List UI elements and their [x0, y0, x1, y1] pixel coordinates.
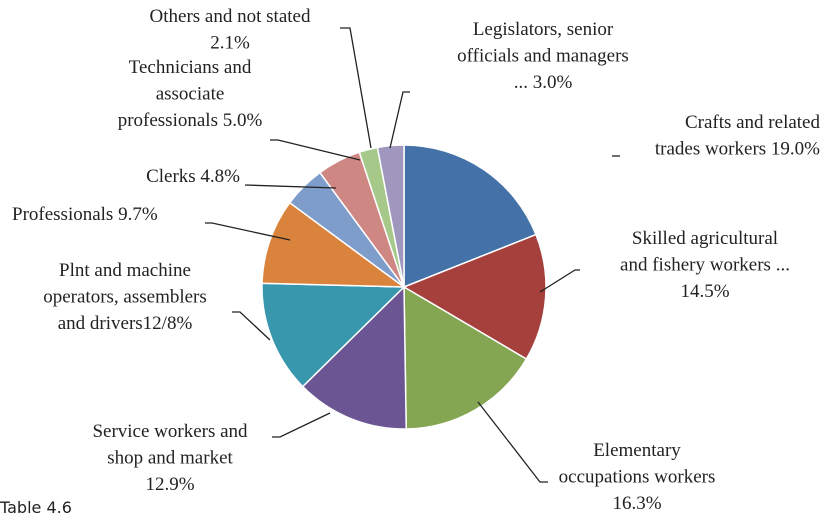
pie [261, 144, 547, 430]
label-line: professionals 5.0% [118, 110, 263, 131]
value-label: 14.5% [680, 281, 729, 302]
label-line: trades workers 19.0% [655, 139, 820, 160]
leader-line [539, 269, 580, 293]
leader-line [232, 311, 271, 341]
label-line: Service workers and [92, 421, 248, 442]
leader-line [205, 222, 291, 241]
pie-slice [261, 282, 406, 388]
label-line: Technicians and [129, 57, 252, 78]
label-line: shop and market [107, 448, 233, 469]
slice-label: Others and not stated [150, 6, 311, 27]
value-label: 2.1% [210, 33, 250, 54]
pie-slice [402, 233, 547, 361]
slice-label: Crafts and related trades workers 19.0% [655, 112, 821, 160]
label-line: Others and not stated [150, 6, 311, 27]
label-line: officials and managers [457, 46, 629, 67]
leader-line [270, 139, 361, 161]
value-label: 12.9% [145, 474, 194, 495]
leader-line [389, 91, 410, 149]
label-line: Legislators, senior [473, 19, 614, 40]
pie-slice [403, 144, 537, 289]
slice-label: Professionals 9.7% [12, 204, 158, 225]
caption: Table 4.6 [0, 498, 72, 517]
label-line: occupations workers [559, 467, 716, 488]
slice-label: Service workers and shop and market [92, 421, 248, 469]
pie-slice [301, 285, 407, 430]
value-label: 12/8% [143, 313, 193, 334]
label-line: Clerks 4.8% [146, 166, 240, 187]
label-line: ... 3.0% [514, 72, 573, 93]
label-line: Skilled agricultural [632, 228, 778, 249]
value-label: 3.0% [528, 72, 573, 93]
label-line: Professionals 9.7% [12, 204, 158, 225]
leader-line [244, 184, 337, 189]
label-line: operators, assemblers [43, 287, 207, 308]
slice-label: Technicians and associate professionals 5.… [118, 57, 263, 131]
slice-label: Plnt and machine operators, assemblers and… [43, 260, 207, 334]
pie-slice [261, 201, 407, 288]
label-line: Plnt and machine [59, 260, 191, 281]
label-line: Crafts and related [685, 112, 821, 133]
label-line: and fishery workers ... [620, 255, 790, 276]
slice-label: Skilled agricultural and fishery workers … [620, 228, 790, 276]
value-label: 19.0% [766, 139, 820, 160]
value-label: 4.8% [196, 166, 241, 187]
leader-line [340, 27, 372, 149]
slice-label: Legislators, senior officials and manager… [457, 19, 629, 93]
value-label: 9.7% [113, 204, 158, 225]
pie-slice [403, 285, 528, 430]
label-line: and drivers12/8% [58, 313, 193, 334]
slice-label: Clerks 4.8% [146, 166, 240, 187]
leader-line [477, 401, 548, 483]
label-line: associate [156, 84, 225, 105]
slice-label: Elementary occupations workers [559, 440, 716, 488]
value-label: 5.0% [218, 110, 263, 131]
leader-line [272, 412, 331, 438]
label-line: Elementary [593, 440, 681, 461]
value-label: 16.3% [612, 493, 661, 514]
